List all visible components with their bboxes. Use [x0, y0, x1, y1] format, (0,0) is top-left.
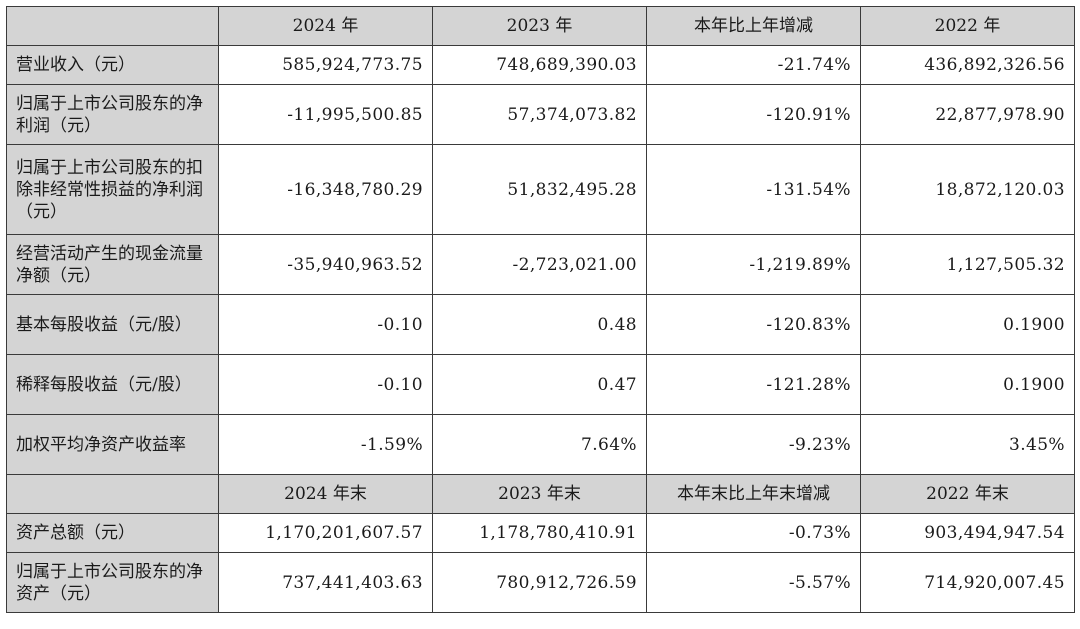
header-row-top: 2024 年 2023 年 本年比上年增减 2022 年 [6, 6, 1075, 46]
value-change: -120.83% [646, 294, 861, 355]
header-blank-cell [6, 474, 219, 514]
value-2023: 0.48 [432, 294, 647, 355]
value-2023: 57,374,073.82 [432, 84, 647, 145]
row-label: 资产总额（元） [6, 513, 219, 553]
row-label: 经营活动产生的现金流量净额（元） [6, 234, 219, 295]
table-row: 加权平均净资产收益率 -1.59% 7.64% -9.23% 3.45% [6, 414, 1075, 475]
table-row: 归属于上市公司股东的扣除非经常性损益的净利润（元） -16,348,780.29… [6, 144, 1075, 235]
table-row: 归属于上市公司股东的净资产（元） 737,441,403.63 780,912,… [6, 552, 1075, 613]
table-row: 经营活动产生的现金流量净额（元） -35,940,963.52 -2,723,0… [6, 234, 1075, 295]
value-change: -1,219.89% [646, 234, 861, 295]
row-label: 归属于上市公司股东的净资产（元） [6, 552, 219, 613]
value-change: -0.73% [646, 513, 861, 553]
table-row: 稀释每股收益（元/股） -0.10 0.47 -121.28% 0.1900 [6, 354, 1075, 415]
row-label: 稀释每股收益（元/股） [6, 354, 219, 415]
header-2024-end: 2024 年末 [218, 474, 433, 514]
value-2024: 585,924,773.75 [218, 45, 433, 85]
value-2024: -35,940,963.52 [218, 234, 433, 295]
value-2023: 7.64% [432, 414, 647, 475]
value-2024: -11,995,500.85 [218, 84, 433, 145]
value-2024: -1.59% [218, 414, 433, 475]
row-label: 加权平均净资产收益率 [6, 414, 219, 475]
value-2022: 3.45% [860, 414, 1075, 475]
value-2024: 1,170,201,607.57 [218, 513, 433, 553]
header-2022: 2022 年 [860, 6, 1075, 46]
value-change: -121.28% [646, 354, 861, 415]
table-row: 营业收入（元） 585,924,773.75 748,689,390.03 -2… [6, 45, 1075, 85]
value-2022: 714,920,007.45 [860, 552, 1075, 613]
table-row: 资产总额（元） 1,170,201,607.57 1,178,780,410.9… [6, 513, 1075, 553]
value-2023: 0.47 [432, 354, 647, 415]
header-row-bottom: 2024 年末 2023 年末 本年末比上年末增减 2022 年末 [6, 474, 1075, 514]
value-2023: 780,912,726.59 [432, 552, 647, 613]
value-2023: -2,723,021.00 [432, 234, 647, 295]
value-2022: 22,877,978.90 [860, 84, 1075, 145]
value-2023: 1,178,780,410.91 [432, 513, 647, 553]
header-change: 本年比上年增减 [646, 6, 861, 46]
value-2022: 436,892,326.56 [860, 45, 1075, 85]
row-label: 基本每股收益（元/股） [6, 294, 219, 355]
header-change-end: 本年末比上年末增减 [646, 474, 861, 514]
value-2022: 0.1900 [860, 354, 1075, 415]
value-2022: 18,872,120.03 [860, 144, 1075, 235]
value-2024: -0.10 [218, 294, 433, 355]
value-2024: -0.10 [218, 354, 433, 415]
value-change: -120.91% [646, 84, 861, 145]
value-2024: 737,441,403.63 [218, 552, 433, 613]
header-blank-cell [6, 6, 219, 46]
header-2024: 2024 年 [218, 6, 433, 46]
value-change: -5.57% [646, 552, 861, 613]
value-2023: 51,832,495.28 [432, 144, 647, 235]
value-change: -131.54% [646, 144, 861, 235]
header-2023: 2023 年 [432, 6, 647, 46]
value-change: -9.23% [646, 414, 861, 475]
table-row: 基本每股收益（元/股） -0.10 0.48 -120.83% 0.1900 [6, 294, 1075, 355]
row-label: 营业收入（元） [6, 45, 219, 85]
financial-summary-table: 2024 年 2023 年 本年比上年增减 2022 年 营业收入（元） 585… [6, 6, 1075, 613]
value-2024: -16,348,780.29 [218, 144, 433, 235]
value-change: -21.74% [646, 45, 861, 85]
header-2023-end: 2023 年末 [432, 474, 647, 514]
value-2022: 903,494,947.54 [860, 513, 1075, 553]
header-2022-end: 2022 年末 [860, 474, 1075, 514]
value-2022: 1,127,505.32 [860, 234, 1075, 295]
value-2022: 0.1900 [860, 294, 1075, 355]
table-row: 归属于上市公司股东的净利润（元） -11,995,500.85 57,374,0… [6, 84, 1075, 145]
row-label: 归属于上市公司股东的净利润（元） [6, 84, 219, 145]
value-2023: 748,689,390.03 [432, 45, 647, 85]
row-label: 归属于上市公司股东的扣除非经常性损益的净利润（元） [6, 144, 219, 235]
